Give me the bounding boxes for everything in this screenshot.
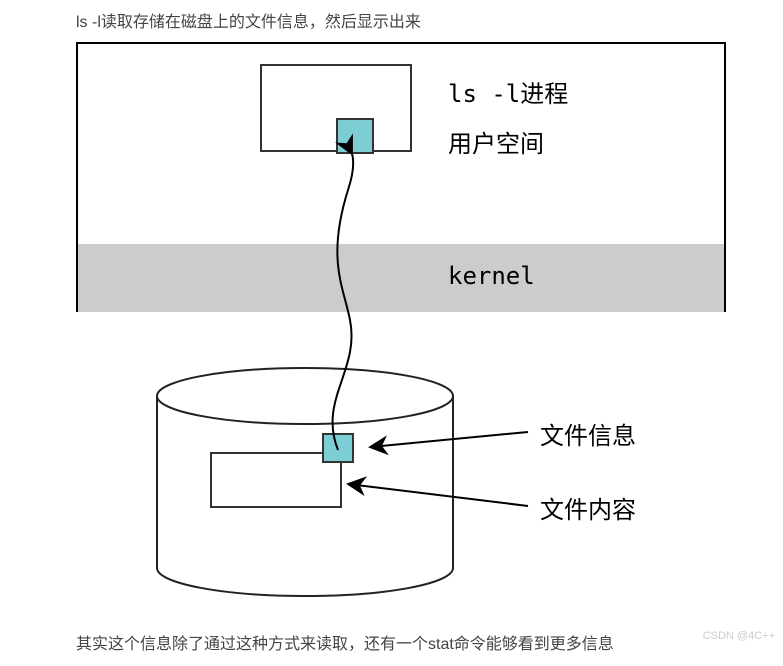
- label-userspace: 用户空间: [448, 124, 544, 159]
- process-box: [260, 64, 412, 152]
- label-kernel: kernel: [448, 262, 535, 290]
- kernel-space-region: [78, 244, 724, 312]
- filecontent-arrow: [348, 484, 528, 506]
- memory-diagram-box: ls -l进程 用户空间 kernel: [76, 42, 726, 312]
- label-filecontent: 文件内容: [540, 490, 636, 525]
- footer-text: 其实这个信息除了通过这种方式来读取，还有一个stat命令能够看到更多信息: [76, 630, 614, 654]
- label-process: ls -l进程: [448, 74, 568, 109]
- watermark-text: CSDN @4C++: [703, 630, 775, 642]
- disk-bottom-arc: [157, 568, 453, 596]
- file-info-cell: [322, 433, 354, 463]
- process-data-cell: [336, 118, 374, 154]
- fileinfo-arrow: [370, 432, 528, 447]
- disk-top-ellipse: [157, 368, 453, 424]
- title-text: ls -l读取存储在磁盘上的文件信息，然后显示出来: [76, 8, 421, 32]
- label-fileinfo: 文件信息: [540, 416, 636, 451]
